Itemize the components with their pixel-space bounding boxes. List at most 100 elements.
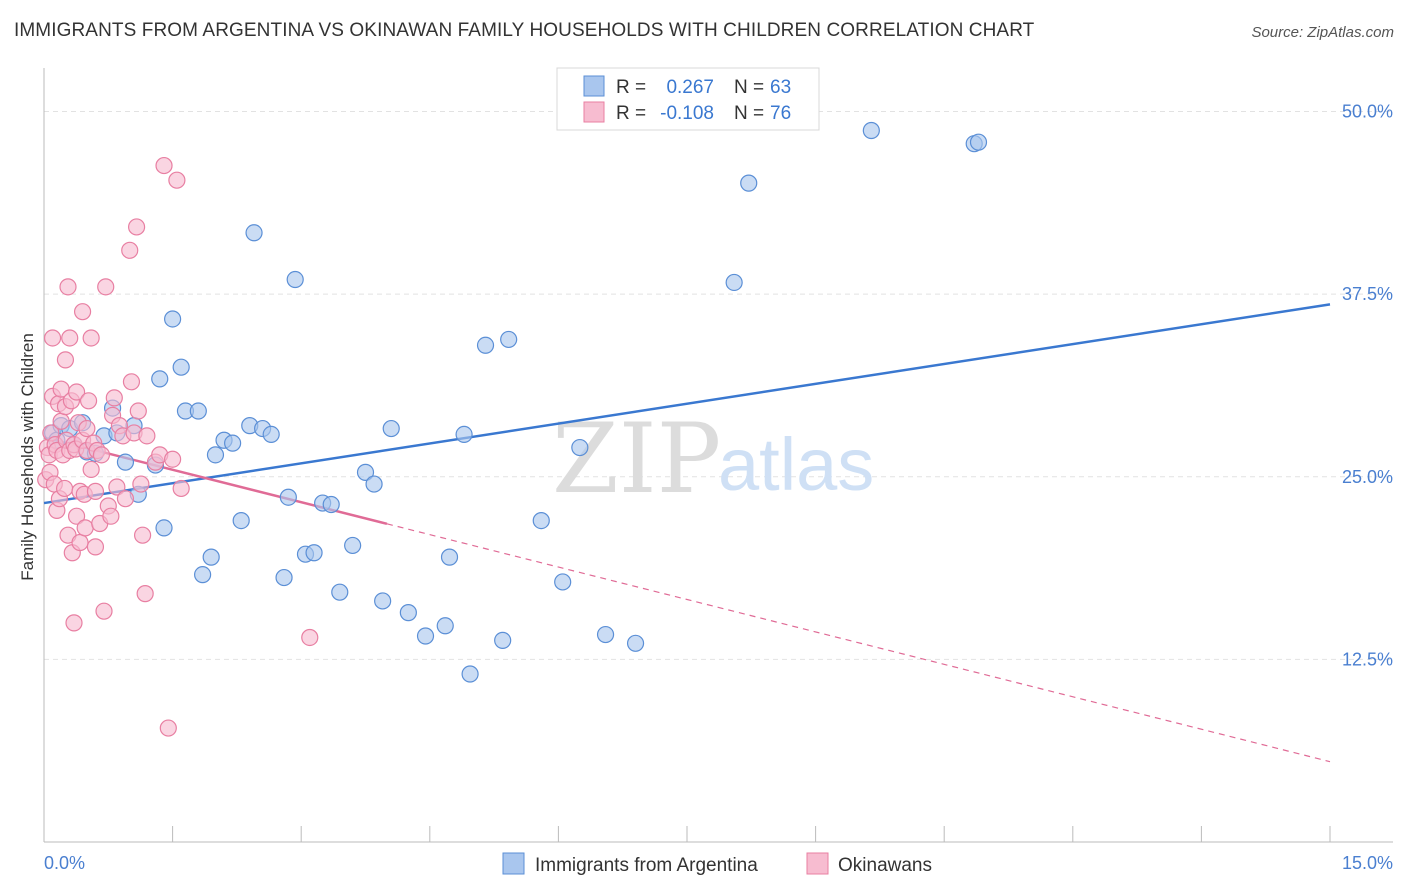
point-argentina	[416, 627, 435, 645]
point-okinawans	[55, 479, 74, 498]
watermark-atlas: atlas	[718, 423, 874, 506]
watermark-zip: ZIP	[552, 403, 721, 515]
point-argentina	[365, 475, 383, 493]
point-okinawans	[116, 490, 135, 508]
point-okinawans	[105, 389, 123, 407]
legend: Immigrants from Argentina Okinawans	[502, 852, 932, 876]
legend-swatch-argentina	[502, 852, 525, 875]
y-tick-label: 25.0%	[1342, 467, 1393, 487]
point-argentina	[500, 330, 518, 349]
point-okinawans	[97, 278, 115, 296]
point-argentina	[862, 121, 880, 140]
point-okinawans	[172, 479, 190, 498]
source-label: Source: ZipAtlas.com	[1251, 24, 1394, 41]
point-okinawans	[59, 278, 77, 296]
point-okinawans	[73, 303, 92, 321]
point-okinawans	[121, 241, 139, 259]
point-argentina	[286, 270, 304, 289]
stats-r-label-blue: R =	[616, 77, 646, 98]
watermark: ZIP atlas	[552, 403, 874, 515]
point-argentina	[494, 631, 512, 649]
stats-r-value-blue: 0.267	[666, 77, 714, 98]
point-argentina	[455, 425, 473, 443]
point-okinawans	[92, 446, 111, 464]
point-argentina	[344, 536, 362, 555]
point-okinawans	[127, 218, 146, 236]
stats-swatch-pink	[583, 101, 605, 123]
point-okinawans	[61, 329, 79, 347]
point-argentina	[305, 544, 323, 562]
point-argentina	[969, 133, 988, 151]
point-argentina	[189, 402, 207, 420]
point-okinawans	[136, 585, 154, 603]
point-argentina	[322, 495, 340, 514]
point-argentina	[164, 310, 182, 328]
point-okinawans	[108, 478, 126, 496]
stats-swatch-blue	[583, 75, 605, 97]
point-okinawans	[86, 482, 105, 500]
point-okinawans	[301, 628, 319, 647]
trend-line-argentina	[43, 303, 1331, 505]
y-tick-label: 12.5%	[1342, 649, 1393, 669]
point-okinawans	[76, 519, 94, 537]
point-argentina	[262, 425, 280, 443]
point-okinawans	[65, 614, 83, 632]
point-okinawans	[43, 329, 62, 347]
point-argentina	[116, 453, 135, 471]
point-okinawans	[82, 460, 100, 479]
point-okinawans	[168, 171, 186, 189]
stats-n-label-blue: N =	[734, 77, 764, 98]
y-tick-label: 37.5%	[1342, 284, 1393, 304]
trend-line-okinawans-extension	[386, 523, 1331, 763]
point-argentina	[245, 224, 263, 242]
point-argentina	[275, 568, 293, 587]
point-okinawans	[56, 351, 75, 369]
point-argentina	[151, 370, 169, 388]
trend-lines	[43, 303, 1331, 763]
point-okinawans	[79, 392, 98, 410]
point-argentina	[476, 336, 495, 354]
point-argentina	[224, 434, 242, 452]
point-argentina	[532, 511, 550, 530]
point-argentina	[155, 519, 173, 537]
point-okinawans	[159, 719, 177, 737]
point-argentina	[461, 665, 479, 683]
stats-n-label-pink: N =	[734, 103, 764, 124]
y-tick-labels: 12.5% 25.0% 37.5% 50.0%	[1342, 102, 1393, 670]
point-okinawans	[86, 538, 105, 556]
point-okinawans	[78, 419, 96, 438]
point-okinawans	[82, 329, 100, 347]
x-tick-label-max: 15.0%	[1342, 853, 1393, 873]
point-okinawans	[102, 507, 120, 525]
point-argentina	[331, 583, 349, 601]
y-axis-label: Family Households with Children	[18, 333, 37, 581]
point-argentina	[725, 273, 743, 292]
point-argentina	[571, 438, 589, 457]
point-argentina	[194, 566, 212, 584]
point-argentina	[440, 548, 459, 566]
point-argentina	[374, 592, 392, 610]
point-okinawans	[155, 156, 173, 175]
point-argentina	[740, 174, 758, 192]
point-okinawans	[132, 475, 150, 493]
point-okinawans	[95, 602, 113, 620]
point-argentina	[399, 604, 417, 622]
point-argentina	[279, 488, 297, 506]
point-argentina	[596, 625, 615, 644]
point-okinawans	[138, 427, 156, 445]
y-tick-label: 50.0%	[1342, 102, 1393, 122]
point-okinawans	[52, 412, 70, 430]
point-okinawans	[122, 373, 141, 391]
stats-r-label-pink: R =	[616, 103, 646, 124]
legend-swatch-okinawans	[806, 852, 829, 875]
stats-n-value-pink: 76	[770, 103, 791, 124]
stats-r-value-pink: -0.108	[660, 103, 714, 124]
data-points	[37, 121, 988, 737]
point-argentina	[626, 634, 645, 652]
point-argentina	[554, 573, 572, 591]
point-argentina	[356, 463, 375, 481]
point-okinawans	[67, 507, 86, 525]
point-argentina	[206, 446, 225, 464]
point-okinawans	[71, 533, 89, 552]
